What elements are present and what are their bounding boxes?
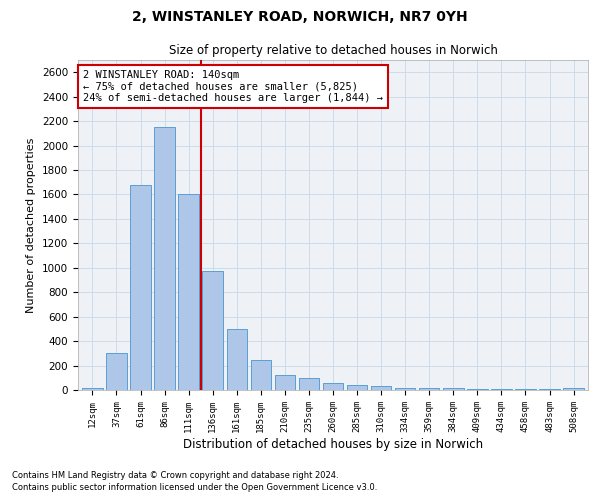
Bar [251, 360, 271, 390]
Bar [275, 376, 295, 390]
Bar [371, 386, 391, 390]
Bar [106, 354, 127, 390]
Bar [443, 388, 464, 390]
Bar [154, 127, 175, 390]
Y-axis label: Number of detached properties: Number of detached properties [26, 138, 37, 312]
Bar [419, 388, 439, 390]
Bar [539, 389, 560, 390]
Bar [227, 329, 247, 390]
Bar [467, 389, 488, 390]
Text: Contains public sector information licensed under the Open Government Licence v3: Contains public sector information licen… [12, 484, 377, 492]
Bar [130, 186, 151, 390]
Bar [563, 388, 584, 390]
Title: Size of property relative to detached houses in Norwich: Size of property relative to detached ho… [169, 44, 497, 58]
Bar [202, 272, 223, 390]
Bar [82, 388, 103, 390]
Text: Contains HM Land Registry data © Crown copyright and database right 2024.: Contains HM Land Registry data © Crown c… [12, 471, 338, 480]
Text: 2, WINSTANLEY ROAD, NORWICH, NR7 0YH: 2, WINSTANLEY ROAD, NORWICH, NR7 0YH [132, 10, 468, 24]
Bar [347, 384, 367, 390]
X-axis label: Distribution of detached houses by size in Norwich: Distribution of detached houses by size … [183, 438, 483, 450]
Bar [299, 378, 319, 390]
Bar [491, 388, 512, 390]
Bar [178, 194, 199, 390]
Text: 2 WINSTANLEY ROAD: 140sqm
← 75% of detached houses are smaller (5,825)
24% of se: 2 WINSTANLEY ROAD: 140sqm ← 75% of detac… [83, 70, 383, 103]
Bar [323, 382, 343, 390]
Bar [395, 388, 415, 390]
